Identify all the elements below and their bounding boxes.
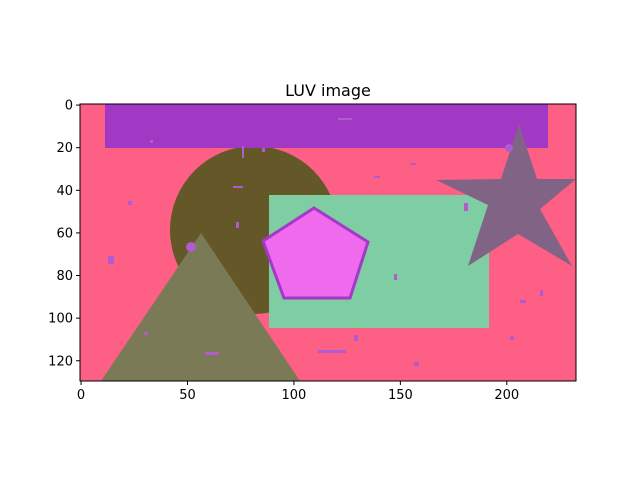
y-tick-label: 20 <box>56 141 73 156</box>
speckle <box>510 336 514 340</box>
x-tick-label: 50 <box>179 388 196 403</box>
speckle <box>236 222 239 228</box>
y-tick-label: 60 <box>56 226 73 241</box>
speckle <box>128 201 132 205</box>
speckle <box>374 176 380 178</box>
y-tick-label: 100 <box>48 312 73 327</box>
axes: 0 50 100 150 200 0 20 40 60 80 100 120 <box>48 99 519 403</box>
speckle <box>262 148 265 152</box>
speckle <box>354 335 358 341</box>
x-tick-label: 150 <box>388 388 413 403</box>
speckle <box>150 140 153 143</box>
image-area <box>80 104 576 381</box>
y-tick-label: 0 <box>65 99 73 114</box>
speckle <box>338 118 352 120</box>
speckle-noise <box>108 118 543 366</box>
speckle <box>233 186 243 188</box>
star-shape <box>436 124 576 266</box>
speckle <box>505 144 513 152</box>
x-tick-label: 100 <box>282 388 307 403</box>
speckle <box>414 362 419 366</box>
top-bar-shape <box>105 104 548 148</box>
x-tick-label: 0 <box>77 388 85 403</box>
pentagon-shape <box>261 206 370 300</box>
y-tick-label: 40 <box>56 184 73 199</box>
speckle <box>520 300 526 303</box>
speckle <box>540 290 543 296</box>
speckle <box>108 256 114 264</box>
x-tick-label: 200 <box>494 388 519 403</box>
y-tick-label: 120 <box>48 354 73 369</box>
triangle-shape <box>101 233 300 381</box>
speckle <box>464 203 468 211</box>
speckle <box>242 146 244 158</box>
speckle <box>410 163 416 165</box>
image-title: LUV image <box>285 81 371 100</box>
axes-frame <box>79 103 577 382</box>
speckle <box>144 332 148 335</box>
speckle <box>318 350 346 353</box>
speckle <box>394 274 397 280</box>
speckle <box>186 242 196 252</box>
speckle <box>205 352 219 355</box>
y-tick-label: 80 <box>56 269 73 284</box>
